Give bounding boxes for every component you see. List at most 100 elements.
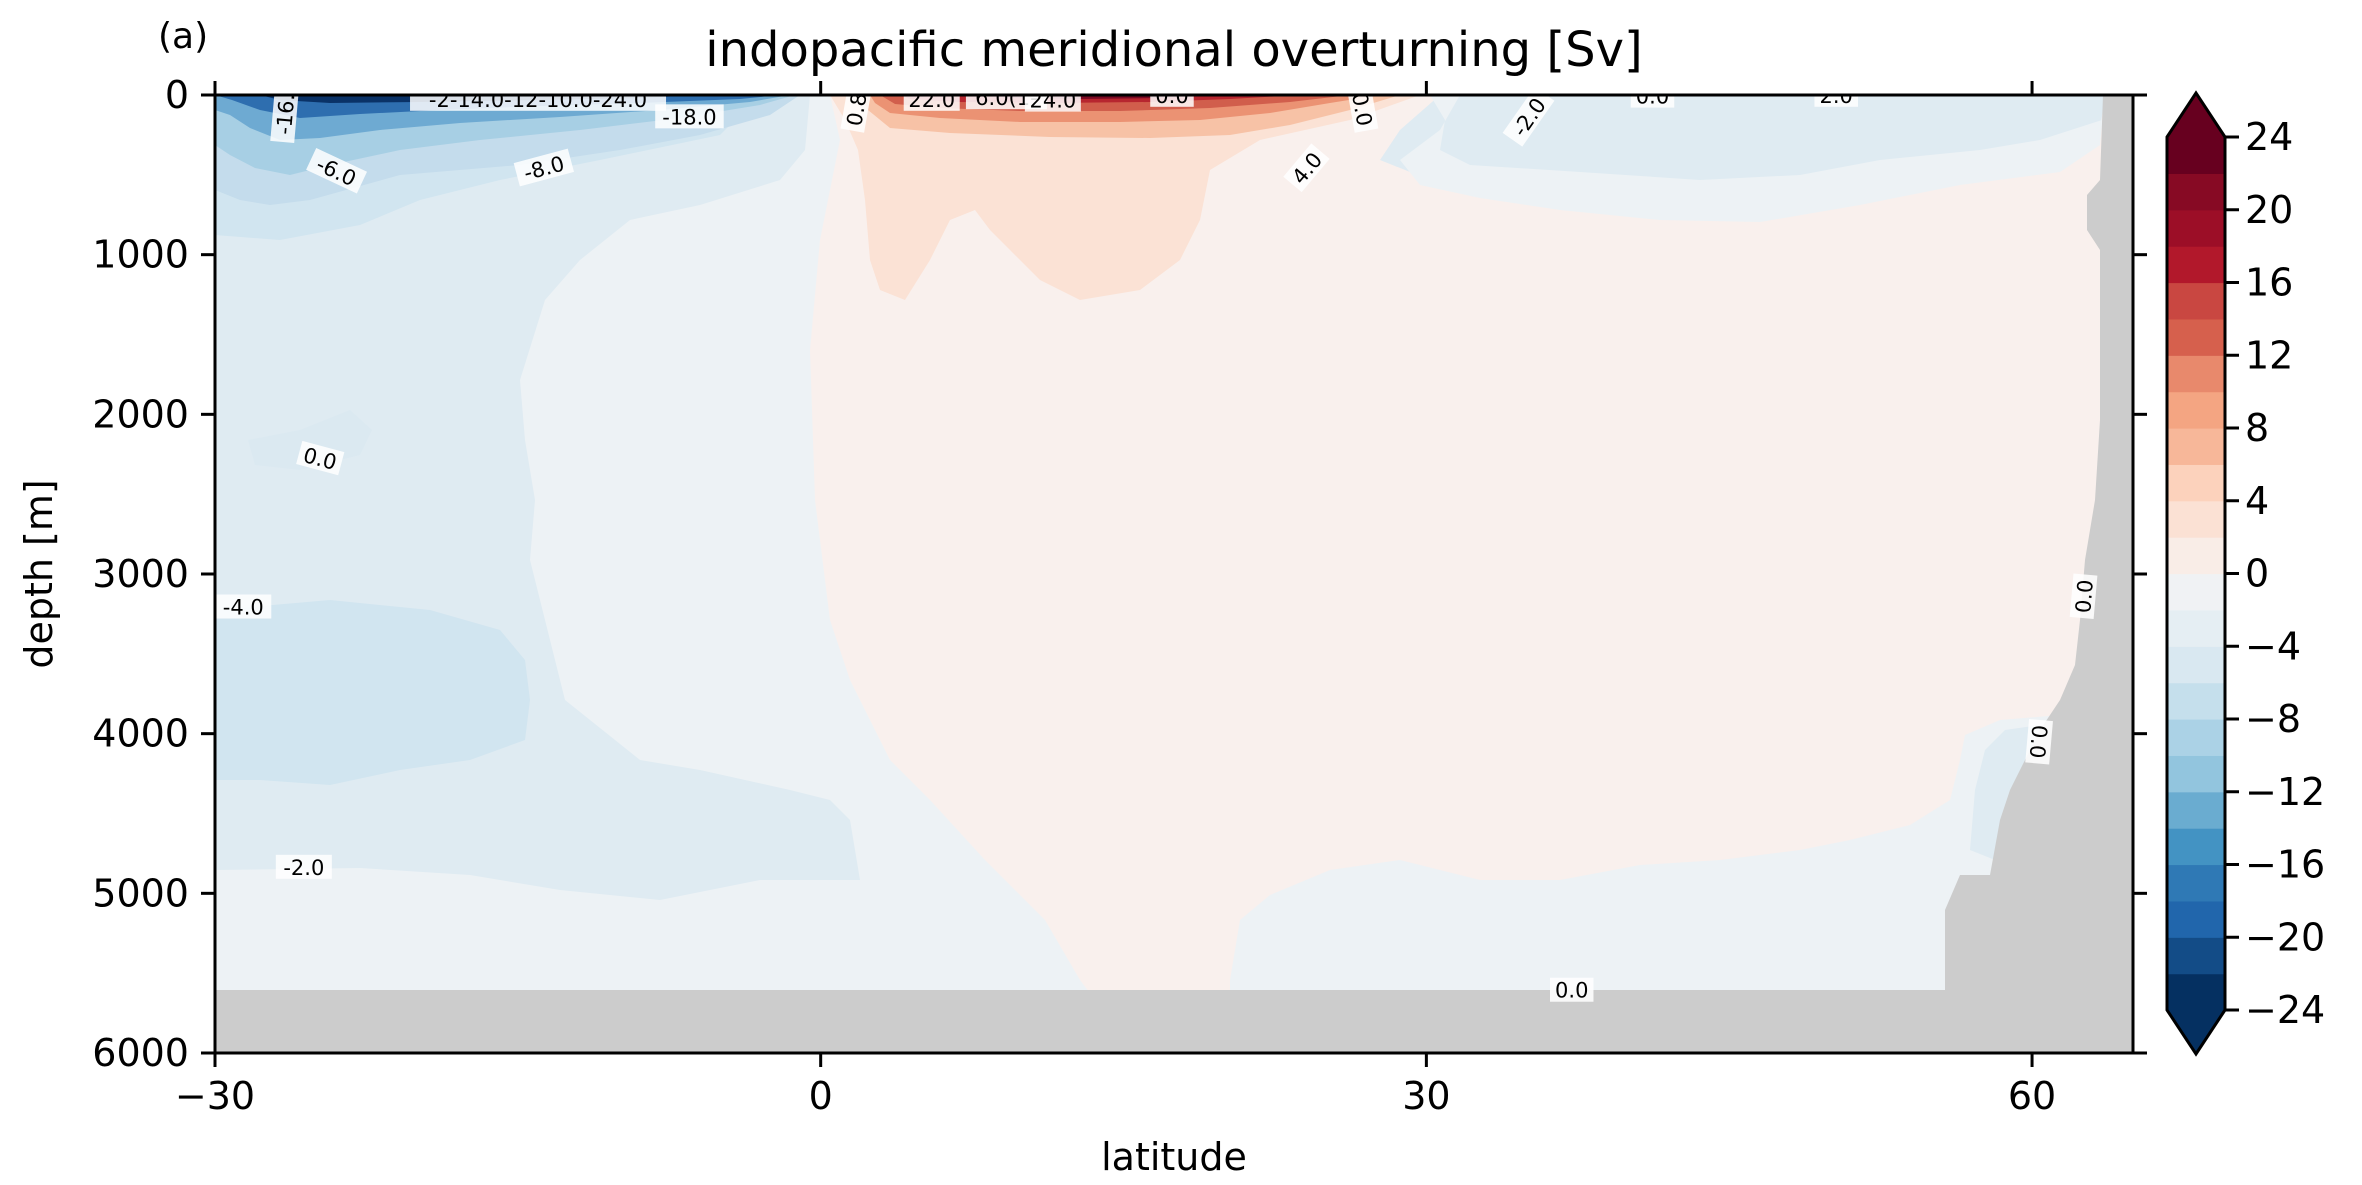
contour-label-text: -4.0 bbox=[223, 596, 264, 620]
contour-label-text: 0.0 bbox=[1155, 84, 1188, 108]
colorbar-tick-label: 24 bbox=[2245, 115, 2293, 159]
contour-label-bg bbox=[306, 148, 368, 194]
colorbar-tick-label: −20 bbox=[2245, 915, 2325, 959]
x-tick-label: 60 bbox=[2008, 1074, 2056, 1118]
y-tick-label: 3000 bbox=[92, 552, 189, 596]
colorbar-band bbox=[2167, 573, 2225, 611]
contour-label-text: -2.0 bbox=[283, 856, 324, 880]
contour-label: 0.0 bbox=[1549, 977, 1594, 1003]
colorbar-tick-label: 8 bbox=[2245, 406, 2269, 450]
seafloor-mask bbox=[215, 990, 2133, 1053]
colorbar-band bbox=[2167, 828, 2225, 866]
x-tick-label: 30 bbox=[1402, 1074, 1450, 1118]
contour-label-text: 0.8 bbox=[842, 91, 871, 128]
colorbar-band bbox=[2167, 755, 2225, 793]
colorbar-tick-label: 16 bbox=[2245, 261, 2293, 305]
colorbar-band bbox=[2167, 719, 2225, 756]
colorbar-band bbox=[2167, 609, 2225, 647]
contour-label-bg bbox=[1630, 95, 1675, 108]
contour-label-bg bbox=[655, 104, 724, 129]
contour-label-bg bbox=[296, 440, 345, 476]
contour-label-text: 0.0 bbox=[1636, 85, 1669, 109]
contour-labels: -16. -2-14.0-12-10.0-24.0-18.0-6.0 -8.00.0… bbox=[215, 84, 2098, 1003]
contour-label-bg bbox=[1024, 95, 1081, 112]
contour-label-bg bbox=[2069, 573, 2098, 619]
colorbar-band bbox=[2167, 537, 2225, 575]
contour-label-text: 22.0 bbox=[908, 88, 955, 112]
colorbar-band bbox=[2167, 500, 2225, 538]
contour-label-bg bbox=[840, 95, 872, 133]
colorbar-extend-top bbox=[2167, 93, 2225, 137]
x-tick-label: −30 bbox=[175, 1074, 255, 1118]
contour-label: -18.0 bbox=[655, 104, 724, 129]
contour-label: 0.0 bbox=[1630, 85, 1675, 109]
contour-label-bg bbox=[1150, 95, 1194, 107]
contour-label-bg bbox=[270, 95, 300, 144]
contour-label-text: -18.0 bbox=[662, 105, 716, 129]
y-tick-label: 2000 bbox=[92, 392, 189, 436]
colorbar-band bbox=[2167, 900, 2225, 938]
x-axis: −30 0 30 60 bbox=[175, 81, 2056, 1118]
colorbar: 24 20 16 12 8 4 0 −4 −8 −12 −16 −20 −24 bbox=[2165, 90, 2325, 1057]
contour-label-text: 6.0(1- bbox=[975, 86, 1038, 110]
contour-label: 24.0 bbox=[1024, 95, 1081, 113]
contour-label-text: 0.0 bbox=[2025, 724, 2052, 759]
contour-label: 0.0 bbox=[2025, 719, 2053, 765]
region-red-cell-light bbox=[830, 95, 1420, 300]
contour-label-text: -16. bbox=[272, 93, 299, 136]
plot-area: -16. -2-14.0-12-10.0-24.0-18.0-6.0 -8.00.0… bbox=[215, 84, 2133, 1053]
contour-label-bg bbox=[1549, 977, 1594, 1002]
contour-label-bg bbox=[215, 594, 272, 619]
colorbar-band bbox=[2167, 282, 2225, 320]
contour-label: 0.0 bbox=[1150, 84, 1194, 108]
chart-title: indopacific meridional overturning [Sv] bbox=[705, 22, 1642, 78]
colorbar-tick-label: −12 bbox=[2245, 770, 2325, 814]
colorbar-tick-label: 0 bbox=[2245, 552, 2269, 596]
colorbar-band bbox=[2167, 173, 2225, 211]
contour-label-bg bbox=[410, 95, 667, 111]
y-axis: 0 1000 2000 3000 4000 5000 6000 bbox=[92, 73, 2147, 1075]
contour-label: 0.8 bbox=[840, 91, 872, 133]
y-tick-label: 0 bbox=[165, 73, 189, 117]
x-tick-label: 0 bbox=[809, 1074, 833, 1118]
contour-label-bg bbox=[1502, 95, 1555, 147]
contour-label-text: 0.0 bbox=[1347, 91, 1376, 128]
colorbar-extend-bottom bbox=[2167, 1010, 2225, 1054]
contour-label-bg bbox=[903, 95, 960, 111]
colorbar-tick-label: 20 bbox=[2245, 188, 2293, 232]
contour-label-text: 0.0 bbox=[1555, 979, 1588, 1003]
region-deep-blue-cell bbox=[215, 600, 530, 785]
colorbar-tick-label: 4 bbox=[2245, 479, 2269, 523]
colorbar-band bbox=[2167, 428, 2225, 465]
colorbar-band bbox=[2167, 864, 2225, 902]
colorbar-band bbox=[2167, 209, 2225, 247]
region-north-light-band bbox=[1400, 95, 2133, 222]
panel-label: (a) bbox=[158, 16, 208, 57]
colorbar-band bbox=[2167, 355, 2225, 393]
colorbar-tick-label: 12 bbox=[2245, 333, 2293, 377]
contour-label-bg bbox=[513, 148, 574, 187]
colorbar-band bbox=[2167, 137, 2225, 174]
colorbar-band bbox=[2167, 791, 2225, 829]
colorbar-tick-label: −4 bbox=[2245, 624, 2301, 668]
colorbar-band bbox=[2167, 318, 2225, 356]
colorbar-band bbox=[2167, 391, 2225, 429]
contour-label-bg bbox=[1283, 143, 1330, 193]
contour-label-text: -2-14.0-12-10.0-24.0 bbox=[429, 88, 647, 112]
y-tick-label: 1000 bbox=[92, 233, 189, 277]
contour-label: -2-14.0-12-10.0-24.0 bbox=[410, 88, 667, 112]
contour-label-text: 2.0 bbox=[1820, 84, 1853, 108]
contour-label-bg bbox=[1347, 95, 1379, 133]
y-tick-label: 4000 bbox=[92, 712, 189, 756]
colorbar-band bbox=[2167, 646, 2225, 684]
contour-label-text: 0.0 bbox=[2071, 579, 2098, 614]
colorbar-band bbox=[2167, 246, 2225, 284]
colorbar-tick-label: −8 bbox=[2245, 697, 2301, 741]
contour-label-bg bbox=[275, 854, 332, 879]
contour-label: 2.0 bbox=[1814, 84, 1858, 108]
contour-label-bg bbox=[2025, 719, 2053, 765]
region-north-deep-blue bbox=[1230, 715, 2133, 1053]
contour-label: -16. bbox=[270, 93, 300, 144]
